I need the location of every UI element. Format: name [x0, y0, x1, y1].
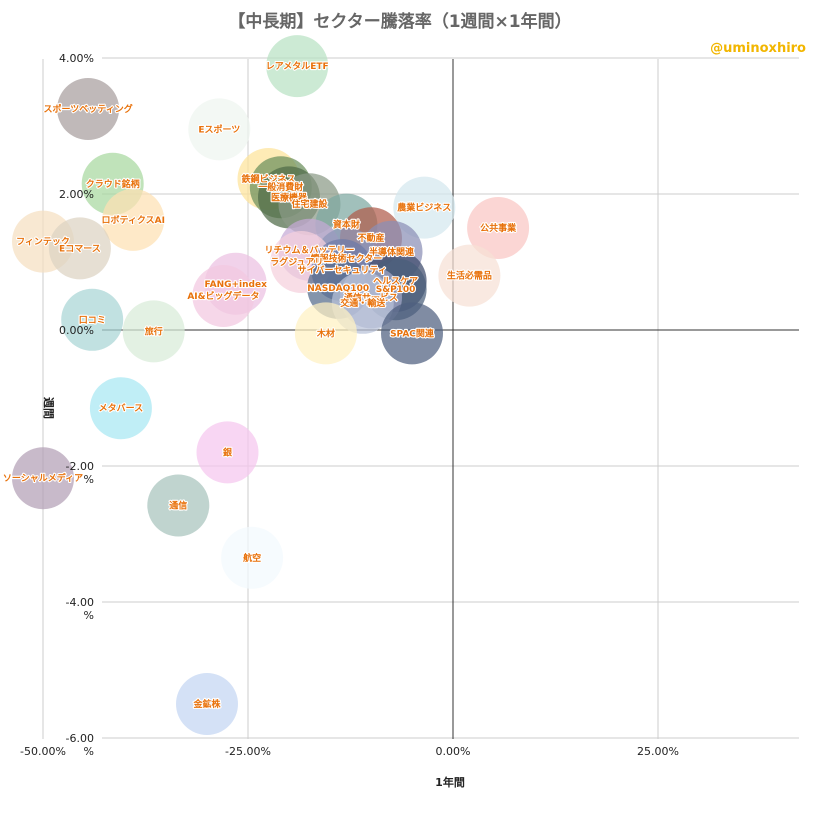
point-label: 資本財	[333, 219, 360, 231]
point-label: Eスポーツ	[198, 123, 240, 135]
data-point	[61, 288, 124, 351]
point-label: 農業ビジネス	[397, 202, 451, 214]
data-point	[48, 217, 111, 280]
point-label: ラグジュアリー	[270, 256, 332, 268]
tick-labels: -75.00%-50.00%-25.00%0.00%25.00%50.00%75…	[20, 52, 679, 758]
chart-title: 【中長期】セクター騰落率（1週間×1年間）	[228, 11, 571, 32]
point-label: 木材	[316, 327, 335, 339]
y-tick-label: 2.00%	[59, 188, 94, 201]
x-axis-title: 1年間	[435, 775, 465, 789]
point-label: ロボティクスAI	[101, 214, 165, 226]
data-point	[102, 188, 165, 251]
data-point	[147, 474, 210, 537]
data-point	[266, 35, 329, 98]
point-label: 通信サービス	[344, 291, 398, 303]
data-point	[221, 526, 284, 589]
credit-label: @uminoxhiro	[710, 41, 806, 56]
point-label: NASDAQ100	[307, 284, 369, 294]
point-label: 住宅建設	[291, 198, 328, 210]
point-label: 口コミ	[79, 315, 106, 326]
point-label: レアメタルETF	[266, 60, 329, 72]
point-label: 航空	[243, 552, 261, 564]
point-label: 一般消費財	[258, 181, 303, 193]
y-tick-label: 4.00%	[59, 52, 94, 65]
point-label: ヘルスケア	[373, 276, 418, 287]
data-point	[176, 673, 238, 735]
data-point	[294, 302, 357, 365]
point-label: 銀	[223, 446, 232, 458]
data-point	[89, 377, 152, 440]
point-labels: 天然ガスエネルギーレアメタルETFスポーツベッティングEスポーツクラウド銘柄鉄鋼…	[2, 59, 518, 711]
point-label: SPAC関連	[390, 327, 435, 339]
point-label: 医療機器	[271, 191, 308, 203]
point-label: 金鉱株	[192, 698, 221, 710]
data-points	[12, 35, 530, 735]
y-tick-label: 0.00%	[59, 324, 94, 337]
point-label: サイバーセキュリティ	[298, 265, 387, 276]
y-tick-label: -2.00%	[66, 460, 94, 486]
x-tick-label: 25.00%	[637, 745, 679, 758]
point-label: FANG+index	[205, 280, 268, 290]
point-label: 通信	[169, 499, 187, 511]
point-label: AI&ビッグデータ	[187, 290, 259, 302]
point-label: Eコマース	[59, 243, 101, 254]
data-point	[467, 197, 530, 259]
data-point	[57, 78, 120, 140]
data-point	[122, 300, 185, 363]
point-label: 不動産	[357, 232, 384, 244]
point-label: 旅行	[145, 325, 163, 337]
point-label: リチウム＆バッテリー	[264, 245, 354, 256]
data-point	[381, 302, 443, 365]
data-point	[188, 98, 251, 161]
data-point	[12, 447, 74, 510]
point-label: 生活必需品	[447, 270, 492, 282]
point-label: S&P100	[376, 285, 416, 295]
data-point	[192, 265, 255, 327]
data-point	[196, 421, 259, 484]
point-label: 情報技術セクター	[310, 253, 383, 265]
point-label: クラウド銘柄	[86, 178, 140, 190]
x-tick-label: -50.00%	[20, 745, 66, 758]
y-tick-label: -4.00%	[66, 596, 94, 622]
point-label: ソーシャルメディア	[3, 472, 83, 484]
data-point	[393, 176, 456, 239]
data-point	[438, 244, 501, 307]
point-label: 公共事業	[480, 222, 517, 234]
point-label: フィンテック	[16, 237, 70, 248]
point-label: メタバース	[99, 402, 144, 414]
point-label: 鉄鋼ビジネス	[241, 173, 295, 185]
point-label: 半導体関連	[369, 246, 415, 258]
point-label: 交通・輸送	[340, 297, 386, 309]
x-tick-label: -25.00%	[225, 745, 271, 758]
point-label: スポーツベッティング	[43, 103, 132, 115]
x-tick-label: 0.00%	[436, 745, 471, 758]
y-tick-label: -6.00%	[66, 732, 94, 758]
y-axis-title: 週間	[42, 397, 56, 419]
